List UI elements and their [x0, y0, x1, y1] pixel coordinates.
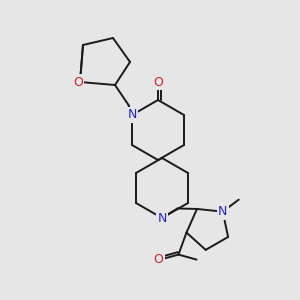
Text: N: N: [157, 212, 167, 224]
Text: O: O: [153, 76, 163, 88]
Text: N: N: [127, 109, 137, 122]
Text: O: O: [154, 253, 164, 266]
Text: N: N: [218, 205, 227, 218]
Text: O: O: [73, 76, 83, 88]
